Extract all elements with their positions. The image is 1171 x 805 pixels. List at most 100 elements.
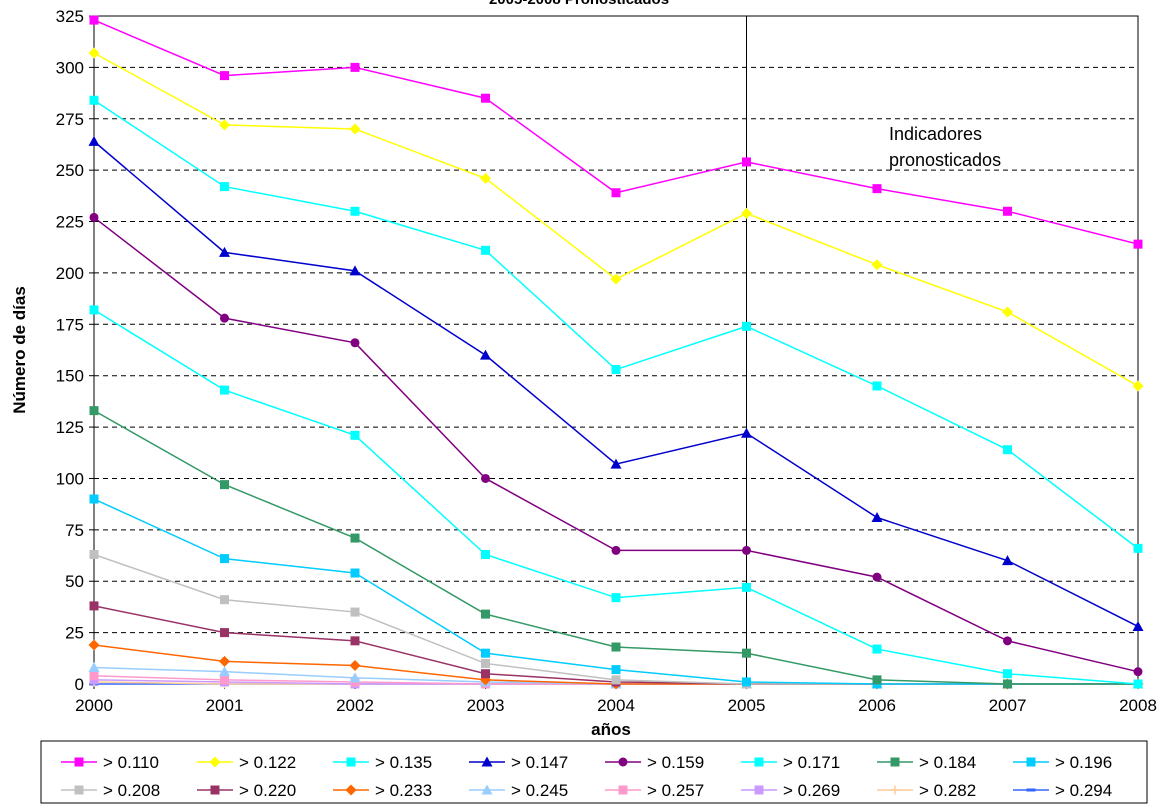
y-tick-label: 25 xyxy=(65,624,84,643)
y-tick-label: 50 xyxy=(65,572,84,591)
legend-swatch-marker xyxy=(345,784,357,796)
data-point xyxy=(481,473,490,483)
legend-item: > 0.110 xyxy=(61,753,159,772)
legend-label: > 0.159 xyxy=(647,753,704,772)
data-point xyxy=(350,568,360,578)
legend-item: > 0.135 xyxy=(333,753,432,772)
legend-label: > 0.147 xyxy=(511,753,568,772)
annotation-line2: pronosticados xyxy=(889,150,1001,170)
data-point xyxy=(1133,543,1143,553)
data-point xyxy=(220,71,229,81)
data-point xyxy=(1003,206,1012,216)
legend-item: > 0.257 xyxy=(605,781,704,800)
data-point xyxy=(481,648,490,658)
legend-swatch-marker xyxy=(754,785,764,795)
data-point xyxy=(610,273,622,285)
series-0171 xyxy=(89,305,1143,689)
series-0159 xyxy=(89,212,1143,677)
data-point xyxy=(1133,679,1143,689)
legend-frame xyxy=(40,740,1148,804)
y-tick-label: 125 xyxy=(56,418,84,437)
data-point xyxy=(350,338,360,348)
data-point xyxy=(481,245,490,255)
data-point xyxy=(481,609,490,619)
data-point xyxy=(89,601,99,611)
legend-item: > 0.294 xyxy=(1013,781,1112,800)
legend-swatch-marker xyxy=(1026,757,1036,767)
legend-swatch-marker xyxy=(618,757,628,767)
data-point xyxy=(480,349,491,360)
series-0196 xyxy=(89,494,1143,689)
legend-swatch-marker xyxy=(481,756,493,767)
data-point xyxy=(741,207,752,219)
data-point xyxy=(480,172,491,184)
series-line xyxy=(93,553,1138,685)
legend-swatch-marker xyxy=(481,784,493,795)
x-axis-ticks: 2000 2001 2002 2003 2004 2005 2006 2007 2008 xyxy=(75,684,1157,715)
legend-label: > 0.196 xyxy=(1055,753,1112,772)
data-point xyxy=(349,123,361,135)
legend-item: > 0.184 xyxy=(877,753,976,772)
x-tick-label: 2003 xyxy=(467,696,505,715)
y-tick-label: 200 xyxy=(56,264,84,283)
y-tick-label: 250 xyxy=(56,161,84,180)
series-line xyxy=(93,216,1139,673)
legend-item: > 0.122 xyxy=(197,753,296,772)
legend-label: > 0.269 xyxy=(783,781,840,800)
legend-item: > 0.269 xyxy=(741,781,840,800)
series-0122 xyxy=(88,47,1144,392)
data-point xyxy=(611,675,621,685)
data-point xyxy=(220,628,229,638)
y-axis-ticks: 0 25 50 75 100 125 150 175 200 225 250 275 300 325 xyxy=(56,7,94,694)
y-tick-label: 0 xyxy=(75,675,84,694)
legend-label: > 0.220 xyxy=(239,781,296,800)
data-point xyxy=(88,662,100,673)
data-point xyxy=(481,669,490,679)
data-point xyxy=(220,313,229,323)
data-point xyxy=(219,655,230,667)
data-point xyxy=(611,642,621,652)
data-point xyxy=(741,427,752,438)
data-point xyxy=(88,47,100,59)
data-point xyxy=(1132,380,1144,392)
x-tick-label: 2002 xyxy=(336,696,374,715)
legend-swatch-marker xyxy=(618,785,628,795)
legend-swatch-marker xyxy=(74,785,84,795)
data-point xyxy=(1133,239,1143,249)
series-0147 xyxy=(88,135,1144,631)
series-group xyxy=(88,15,1144,690)
data-point xyxy=(89,15,99,25)
data-point xyxy=(219,666,230,677)
data-point xyxy=(1133,667,1143,677)
data-point xyxy=(349,660,361,672)
data-point xyxy=(742,648,751,658)
legend-label: > 0.257 xyxy=(647,781,704,800)
data-point xyxy=(1132,620,1144,631)
data-point xyxy=(349,265,361,276)
data-point xyxy=(350,636,360,646)
legend-label: > 0.294 xyxy=(1055,781,1112,800)
chart-title: 2005-2008 Pronosticados xyxy=(489,0,669,8)
gridlines xyxy=(94,66,1138,634)
data-point xyxy=(872,381,882,391)
legend-item: > 0.159 xyxy=(605,753,704,772)
data-point xyxy=(872,184,882,194)
y-tick-label: 275 xyxy=(56,110,84,129)
x-tick-label: 2004 xyxy=(597,696,635,715)
data-point xyxy=(611,593,621,603)
legend-swatch-marker xyxy=(209,756,221,768)
x-tick-label: 2005 xyxy=(728,696,766,715)
legend-label: > 0.135 xyxy=(375,753,432,772)
x-tick-label: 2007 xyxy=(989,696,1027,715)
data-point xyxy=(611,665,621,675)
data-point xyxy=(872,572,882,582)
data-point xyxy=(89,305,99,315)
legend-label: > 0.171 xyxy=(783,753,840,772)
data-point xyxy=(349,672,361,683)
data-point xyxy=(350,607,360,617)
y-tick-label: 175 xyxy=(56,315,84,334)
data-point xyxy=(742,582,751,592)
legend-label: > 0.208 xyxy=(103,781,160,800)
data-point xyxy=(742,677,751,687)
legend-label: > 0.184 xyxy=(919,753,976,772)
